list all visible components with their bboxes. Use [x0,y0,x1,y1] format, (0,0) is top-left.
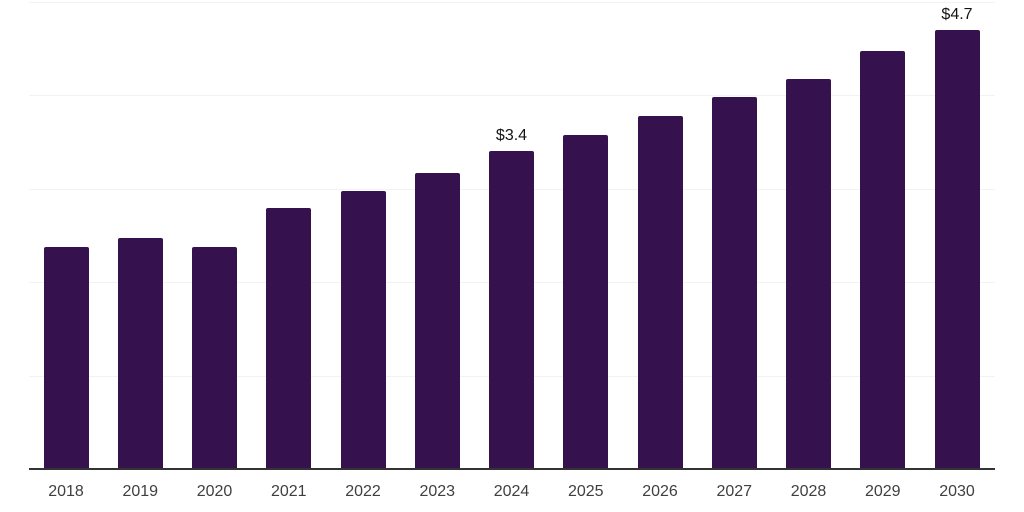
x-tick-label-2024: 2024 [493,483,530,500]
x-tick-label-2021: 2021 [270,483,307,500]
bar-2026 [637,115,683,469]
bar-2025 [563,134,609,469]
x-tick-label-2020: 2020 [196,483,233,500]
x-tick-label-2026: 2026 [642,483,678,500]
x-tick-label-2023: 2023 [419,483,456,500]
bar-2029 [860,50,906,469]
x-tick-label-2025: 2025 [567,483,604,500]
gridline [29,95,995,97]
x-axis-labels: 2018 2019 2020 2021 2022 2023 2024 2025 2026 2027… [29,483,995,503]
bar-2030 [934,30,980,469]
x-tick-label-2029: 2029 [864,483,901,500]
bar-2028 [786,78,831,469]
bar-2019 [117,238,163,469]
x-tick-label-2018: 2018 [48,483,84,500]
data-label-2030: $4.7 [941,6,973,24]
data-label-2024: $3.4 [495,127,528,145]
x-tick-label-2027: 2027 [716,483,753,500]
x-tick-label-2019: 2019 [122,483,159,500]
bar-2022 [340,190,386,469]
bar-2021 [266,208,312,469]
x-axis-line [29,468,995,470]
bar-2023 [414,172,460,469]
bar-2018 [43,246,89,469]
gridline [29,2,995,3]
x-tick-label-2028: 2028 [790,483,827,500]
bar-2020 [192,246,237,469]
bar-2024 [489,151,534,469]
x-tick-label-2022: 2022 [345,483,381,500]
plot-area: $3.4 $4.7 [29,0,995,470]
bar-2027 [711,97,757,469]
x-tick-label-2030: 2030 [939,483,975,500]
